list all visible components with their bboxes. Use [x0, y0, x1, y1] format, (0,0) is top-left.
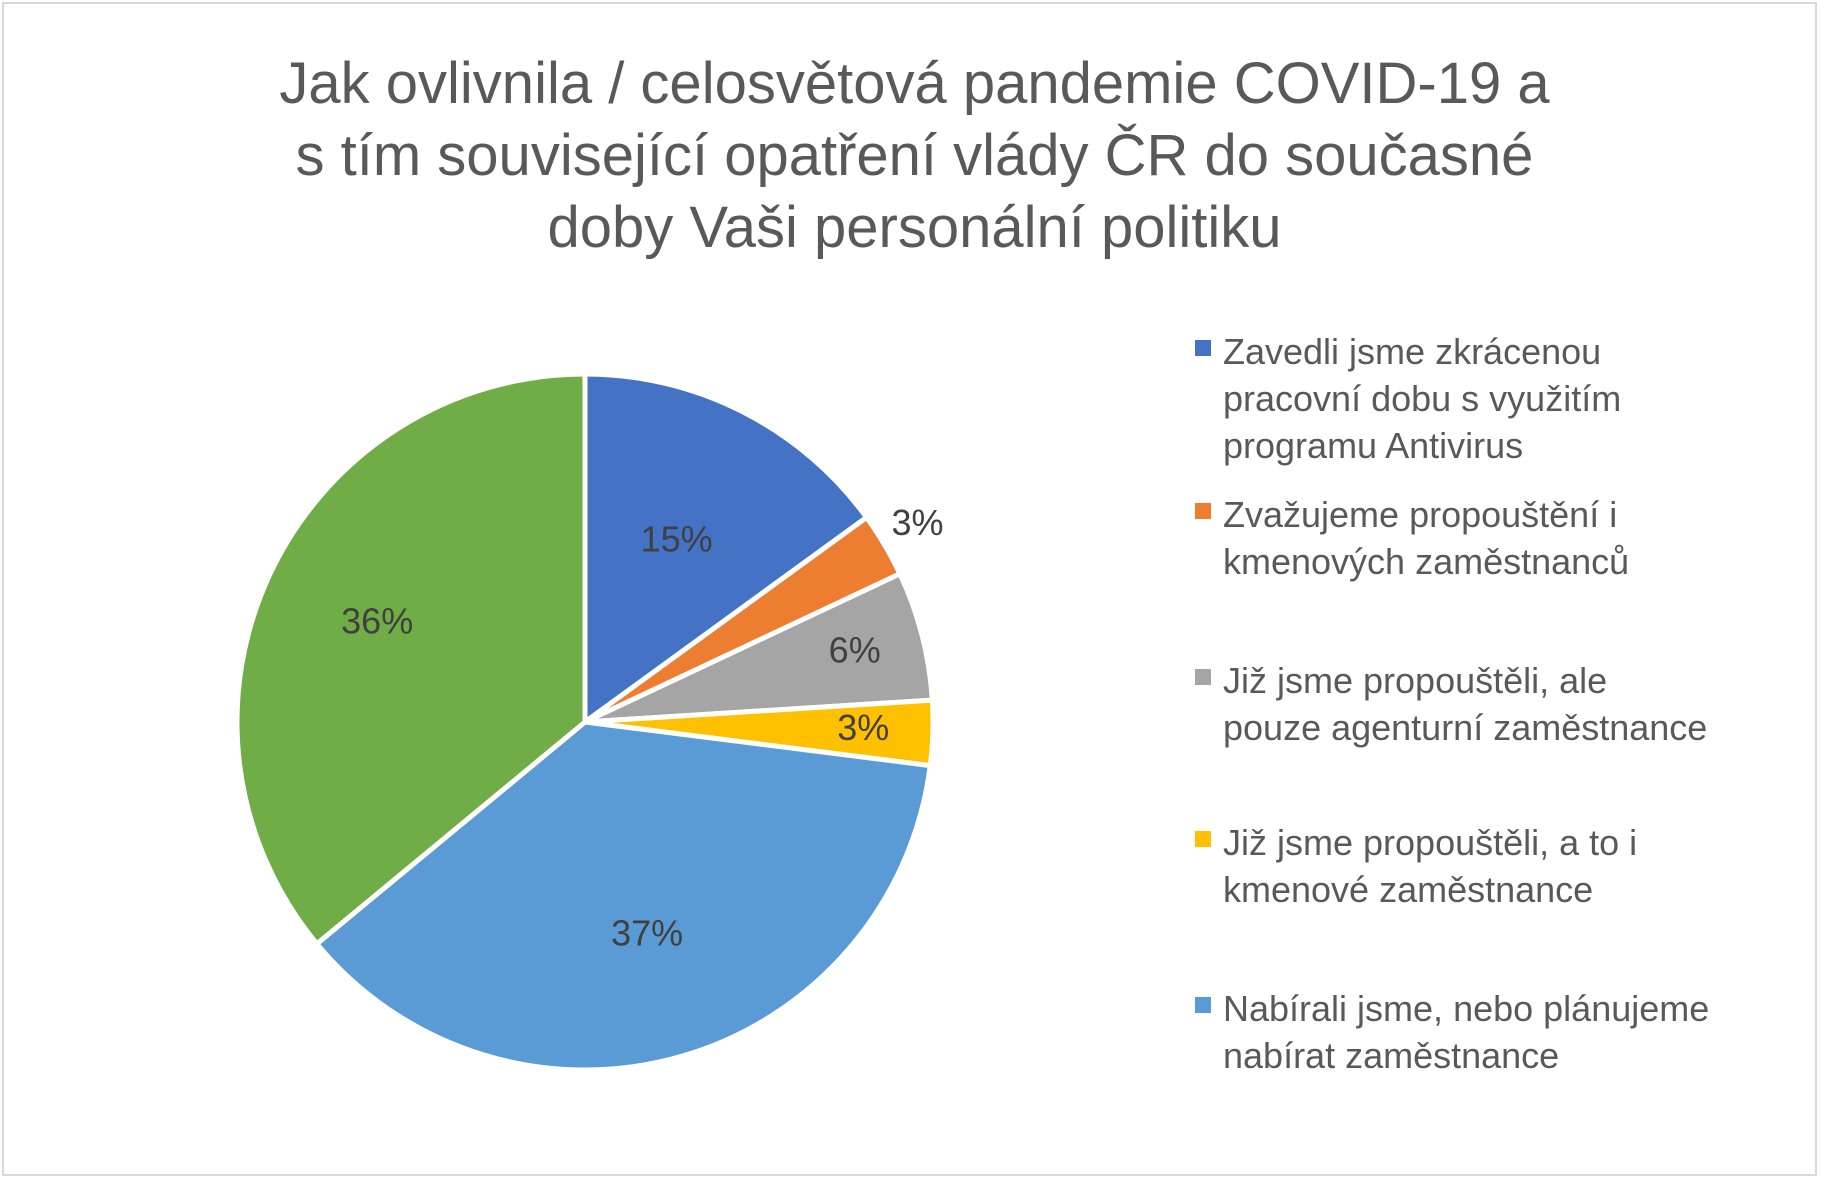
pie-slice-6	[234, 371, 588, 947]
legend-swatch-1	[1195, 340, 1211, 356]
data-label-2: 3%	[891, 502, 943, 543]
legend-swatch-2	[1195, 503, 1211, 519]
legend-swatch-4	[1195, 831, 1211, 847]
data-label-3: 6%	[829, 629, 881, 670]
chart-title: Jak ovlivnila / celosvětová pandemie COV…	[279, 51, 1550, 260]
pie-slice-5	[314, 719, 933, 1073]
pie-slice-3	[582, 571, 935, 725]
data-label-4: 3%	[837, 707, 889, 748]
legend-label-4: Již jsme propouštěli, a to i kmenové zam…	[1223, 822, 1638, 910]
legend-swatch-3	[1195, 669, 1211, 685]
legend-label-3: Již jsme propouštěli, ale pouze agenturn…	[1223, 660, 1708, 748]
legend-label-5: Nabírali jsme, nebo plánujeme nabírat za…	[1223, 988, 1710, 1076]
legend-swatch-5	[1195, 997, 1211, 1013]
legend-label-2: Zvažujeme propouštění i kmenových zaměst…	[1223, 494, 1630, 582]
data-label-1: 15%	[641, 519, 713, 560]
data-label-5: 37%	[611, 912, 683, 953]
data-label-6: 36%	[341, 601, 413, 642]
pie-slice-1	[582, 371, 870, 725]
legend-label-1: Zavedli jsme zkrácenou pracovní dobu s v…	[1223, 331, 1622, 466]
